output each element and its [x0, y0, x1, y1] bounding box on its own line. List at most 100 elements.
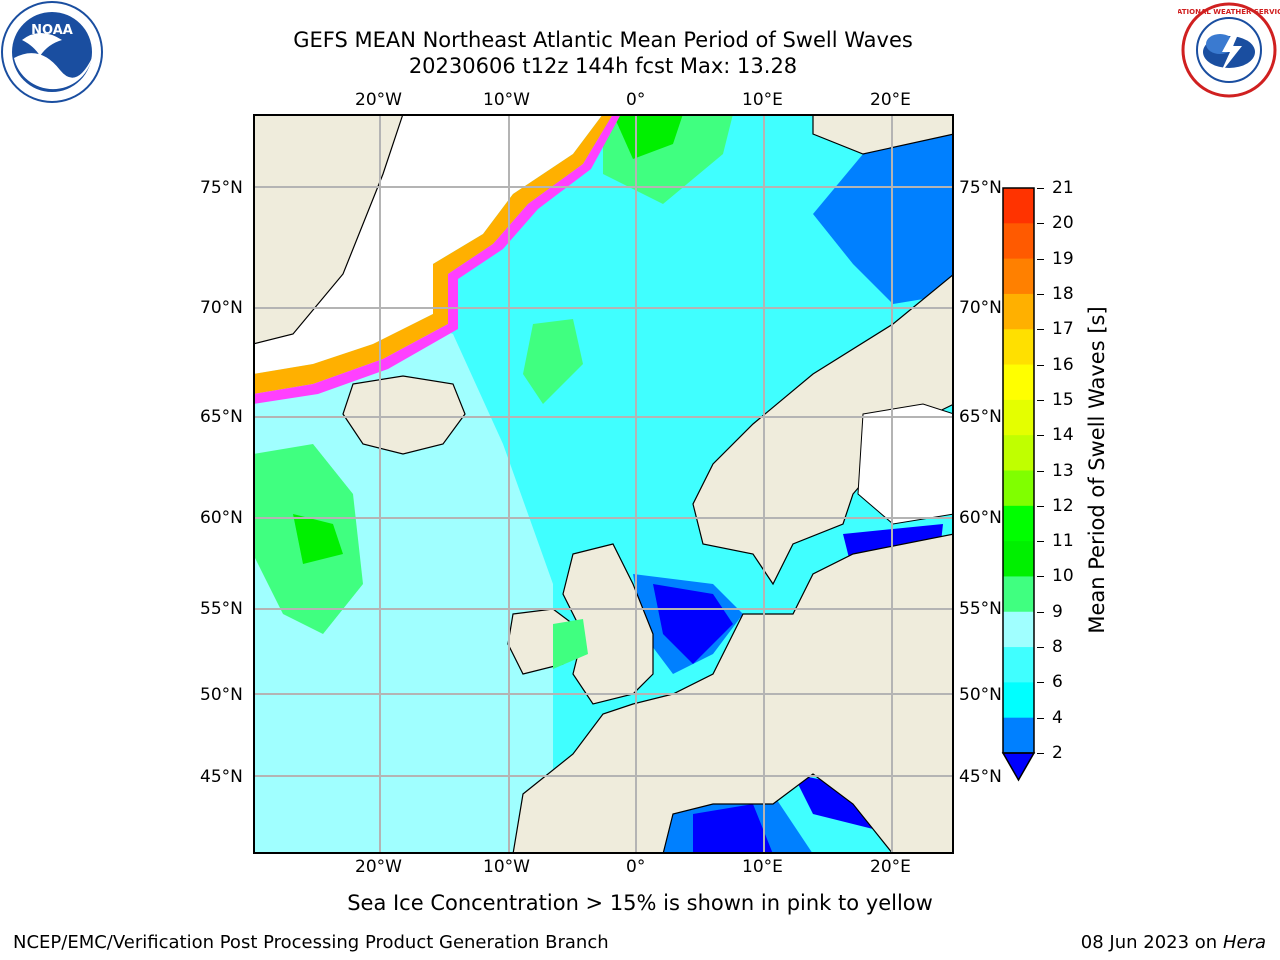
map-panel: [253, 114, 954, 854]
sea-ice-note: Sea Ice Concentration > 15% is shown in …: [347, 891, 933, 915]
colorbar-tick-label: 18: [1052, 283, 1074, 304]
colorbar-tick-mark: [1037, 470, 1044, 472]
lon-label-top: 20°W: [355, 90, 402, 110]
colorbar-tick-label: 4: [1052, 707, 1063, 728]
nws-logo-text: NATIONAL WEATHER SERVICE: [1178, 8, 1280, 16]
footer-date-text: 08 Jun 2023 on: [1080, 932, 1218, 953]
colorbar-tick-label: 13: [1052, 460, 1074, 481]
colorbar-tick-label: 10: [1052, 566, 1074, 587]
colorbar-tick-mark: [1037, 505, 1044, 507]
lat-label-right: 50°N: [959, 685, 1002, 705]
lon-label-bottom: 20°W: [355, 857, 402, 877]
lon-label-top: 20°E: [870, 90, 911, 110]
colorbar-segment: [1003, 258, 1034, 295]
noaa-logo-text: NOAA: [31, 23, 73, 38]
colorbar-segment: [1003, 364, 1034, 401]
footer-host: Hera: [1222, 932, 1266, 953]
lon-label-bottom: 10°E: [742, 857, 783, 877]
footer-date: 08 Jun 2023 on Hera: [1081, 932, 1266, 954]
swell-band-10-11b: [293, 514, 343, 564]
colorbar-tick-mark: [1037, 399, 1044, 401]
colorbar-tick-label: 9: [1052, 601, 1063, 622]
colorbar-segment: [1003, 576, 1034, 613]
colorbar-tick-label: 20: [1052, 213, 1074, 234]
colorbar-tick-label: 11: [1052, 531, 1074, 552]
lat-label-left: 45°N: [200, 767, 243, 787]
colorbar: [1001, 187, 1036, 782]
lat-label-left: 50°N: [200, 685, 243, 705]
colorbar-tick-mark: [1037, 223, 1044, 225]
lat-label-right: 70°N: [959, 298, 1002, 318]
lat-label-right: 55°N: [959, 599, 1002, 619]
colorbar-tick-mark: [1037, 753, 1044, 754]
lon-label-top: 0°: [626, 90, 646, 110]
lat-label-left: 75°N: [200, 178, 243, 198]
lat-label-right: 65°N: [959, 407, 1002, 427]
colorbar-extend-arrow: [1001, 752, 1036, 782]
swell-band-under-2: [653, 584, 733, 664]
map-subtitle: 20230606 t12z 144h fcst Max: 13.28: [408, 54, 798, 78]
swell-band-8-9: [253, 304, 553, 854]
lon-label-bottom: 20°E: [870, 857, 911, 877]
colorbar-segment: [1003, 505, 1034, 542]
colorbar-segment: [1003, 682, 1034, 719]
colorbar-segment: [1003, 611, 1034, 648]
swell-mediterranean-b: [693, 804, 773, 854]
gulf-of-bothnia-ice: [857, 403, 954, 525]
lat-label-left: 65°N: [200, 407, 243, 427]
greenland-land: [253, 114, 404, 345]
lon-label-bottom: 10°W: [483, 857, 530, 877]
lat-label-left: 55°N: [200, 599, 243, 619]
colorbar-segment: [1003, 399, 1034, 436]
lat-label-right: 60°N: [959, 508, 1002, 528]
colorbar-segment: [1003, 293, 1034, 330]
colorbar-segment: [1003, 435, 1034, 471]
colorbar-tick-mark: [1037, 611, 1044, 613]
iceland-land: [342, 375, 466, 455]
lat-label-right: 75°N: [959, 178, 1002, 198]
swell-band-8-9b: [253, 584, 313, 754]
swell-band-10-11: [613, 114, 683, 159]
colorbar-tick-mark: [1037, 541, 1044, 543]
lon-label-top: 10°E: [742, 90, 783, 110]
colorbar-border: [1002, 187, 1035, 754]
colorbar-segment: [1003, 470, 1034, 507]
colorbar-tick-label: 21: [1052, 178, 1074, 198]
colorbar-tick-label: 14: [1052, 425, 1074, 446]
nws-logo-icon: NATIONAL WEATHER SERVICE: [1178, 2, 1280, 98]
colorbar-tick-label: 8: [1052, 637, 1063, 658]
lat-label-left: 60°N: [200, 508, 243, 528]
colorbar-segment: [1003, 329, 1034, 366]
footer-organization: NCEP/EMC/Verification Post Processing Pr…: [13, 932, 609, 953]
colorbar-tick-mark: [1037, 576, 1044, 578]
colorbar-tick-mark: [1037, 329, 1044, 331]
swell-band-9-10c: [523, 319, 583, 404]
colorbar-tick-label: 2: [1052, 743, 1063, 763]
colorbar-tick-mark: [1037, 293, 1044, 295]
graticule: [253, 114, 954, 854]
colorbar-tick-label: 15: [1052, 389, 1074, 410]
colorbar-segment: [1003, 647, 1034, 683]
colorbar-tick-label: 19: [1052, 248, 1074, 269]
colorbar-tick-label: 16: [1052, 354, 1074, 375]
colorbar-tick-mark: [1037, 435, 1044, 437]
colorbar-tick-label: 6: [1052, 672, 1063, 693]
swell-band-2-4: [813, 134, 954, 304]
colorbar-title: Mean Period of Swell Waves [s]: [1085, 306, 1109, 634]
noaa-logo-icon: NOAA: [1, 1, 103, 103]
colorbar-segment: [1003, 223, 1034, 260]
colorbar-tick-mark: [1037, 682, 1044, 684]
svalbard-land: [812, 114, 954, 155]
lat-label-right: 45°N: [959, 767, 1002, 787]
lat-label-left: 70°N: [200, 298, 243, 318]
colorbar-tick-label: 12: [1052, 495, 1074, 516]
map-title: GEFS MEAN Northeast Atlantic Mean Period…: [293, 28, 913, 52]
colorbar-tick-label: 17: [1052, 319, 1074, 340]
colorbar-segment: [1003, 717, 1034, 754]
map-border: [253, 114, 954, 854]
colorbar-tick-mark: [1037, 364, 1044, 366]
lon-label-top: 10°W: [483, 90, 530, 110]
colorbar-tick-mark: [1037, 258, 1044, 260]
colorbar-tick-mark: [1037, 188, 1044, 189]
lon-label-bottom: 0°: [626, 857, 646, 877]
